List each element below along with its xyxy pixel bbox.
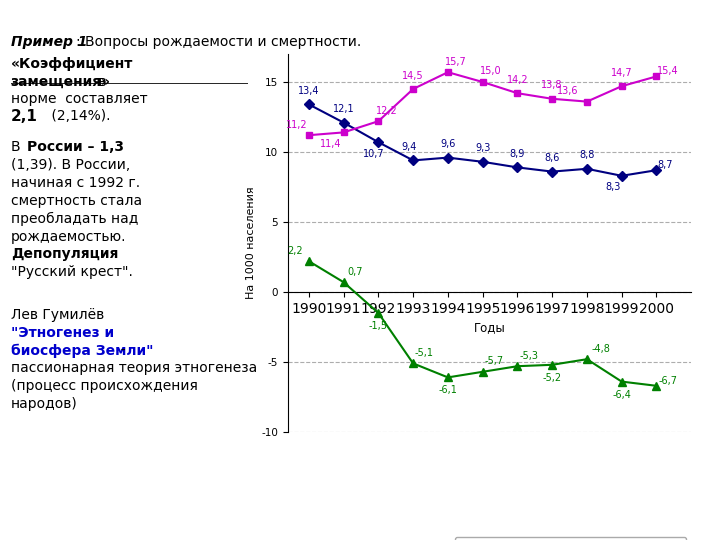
Y-axis label: На 1000 населения: На 1000 населения: [246, 187, 256, 299]
Text: 13,4: 13,4: [298, 86, 320, 96]
Text: преобладать над: преобладать над: [11, 212, 138, 226]
Text: -1,5: -1,5: [369, 321, 388, 331]
Text: в: в: [94, 75, 106, 89]
Text: .: .: [113, 247, 117, 261]
Text: -5,1: -5,1: [415, 348, 433, 358]
Text: начиная с 1992 г.: начиная с 1992 г.: [11, 176, 140, 190]
Text: 12,1: 12,1: [333, 104, 354, 114]
Text: 8,3: 8,3: [606, 183, 621, 192]
Text: "Русский крест".: "Русский крест".: [11, 265, 132, 279]
Text: 15,7: 15,7: [446, 57, 467, 66]
Text: -4,8: -4,8: [591, 343, 611, 354]
Text: норме  составляет: норме составляет: [11, 92, 148, 106]
Text: -: -: [112, 343, 125, 357]
Text: -6,7: -6,7: [658, 376, 677, 386]
Text: 14,7: 14,7: [611, 68, 632, 78]
Text: 13,6: 13,6: [557, 86, 578, 96]
Text: 12,2: 12,2: [376, 106, 397, 116]
Text: 2,2: 2,2: [287, 246, 303, 255]
Text: -5,3: -5,3: [519, 350, 538, 361]
Text: замещения»: замещения»: [11, 75, 111, 89]
Text: (2,14%).: (2,14%).: [47, 109, 110, 123]
Text: 11,2: 11,2: [286, 120, 307, 130]
Text: 8,6: 8,6: [544, 153, 560, 163]
Text: биосфера Земли": биосфера Земли": [11, 343, 153, 358]
Text: 15,4: 15,4: [657, 66, 678, 76]
Legend: Рождаемость, Смертность, Естественный прирост населения: Рождаемость, Смертность, Естественный пр…: [455, 537, 686, 540]
Text: -6,1: -6,1: [438, 386, 457, 395]
Text: 14,2: 14,2: [507, 75, 528, 85]
Text: 14,5: 14,5: [402, 71, 424, 80]
Text: народов): народов): [11, 397, 78, 411]
Text: -5,7: -5,7: [484, 356, 503, 366]
Text: Пример 1: Пример 1: [11, 35, 87, 49]
Text: 8,8: 8,8: [579, 151, 595, 160]
Text: смертность стала: смертность стала: [11, 194, 142, 208]
Text: 10,7: 10,7: [364, 149, 385, 159]
Text: 15,0: 15,0: [480, 66, 502, 77]
Text: России – 1,3: России – 1,3: [27, 140, 125, 154]
X-axis label: Годы: Годы: [474, 321, 505, 334]
Text: (процесс происхождения: (процесс происхождения: [11, 379, 198, 393]
Text: 9,4: 9,4: [401, 142, 417, 152]
Text: "Этногенез и: "Этногенез и: [11, 326, 114, 340]
Text: -6,4: -6,4: [612, 390, 631, 400]
Text: 11,4: 11,4: [320, 139, 342, 149]
Text: 8,7: 8,7: [657, 160, 672, 170]
Text: Лев Гумилёв: Лев Гумилёв: [11, 308, 109, 322]
Text: 9,3: 9,3: [475, 144, 490, 153]
Text: В: В: [11, 140, 24, 154]
Text: «Коэффициент: «Коэффициент: [11, 57, 133, 71]
Text: : Вопросы рождаемости и смертности.: : Вопросы рождаемости и смертности.: [76, 35, 361, 49]
Text: (1,39). В России,: (1,39). В России,: [11, 158, 130, 172]
Text: 8,9: 8,9: [510, 149, 525, 159]
Text: Депопуляция: Депопуляция: [11, 247, 118, 261]
Text: пассионарная теория этногенеза: пассионарная теория этногенеза: [11, 361, 257, 375]
Text: 9,6: 9,6: [440, 139, 456, 149]
Text: -5,2: -5,2: [543, 373, 562, 383]
Text: рождаемостью.: рождаемостью.: [11, 230, 126, 244]
Text: 13,8: 13,8: [541, 80, 563, 91]
Text: 0,7: 0,7: [347, 267, 362, 276]
Text: 2,1: 2,1: [11, 109, 37, 124]
